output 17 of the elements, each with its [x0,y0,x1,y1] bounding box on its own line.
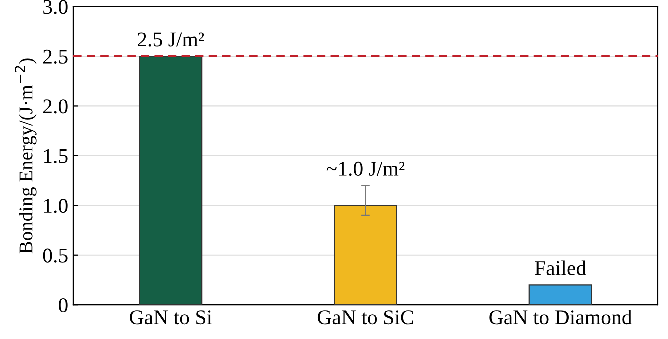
y-tick-label: 2.5 [43,50,68,64]
annotation: ~1.0 J/m² [326,162,405,176]
y-axis-title: Bonding Energy/(J·m$^{−2}$) [15,58,37,254]
bar [334,205,398,306]
y-tick-label: 0 [58,298,68,313]
annotation: Failed [535,260,586,276]
y-tick-label: 0.5 [43,248,68,263]
y-tick-label: 1.5 [44,149,68,164]
x-tick-label: GaN to SiC [318,310,414,325]
x-tick-label: GaN to Si [130,310,212,325]
bar [528,284,592,306]
y-tick-label: 2.0 [43,100,68,114]
annotation: 2.5 J/m² [138,32,204,47]
y-tick-label: 3.0 [44,0,68,14]
y-tick-label: 1.0 [44,199,68,214]
x-tick-label: GaN to Diamond [490,310,632,325]
bar [139,56,203,306]
